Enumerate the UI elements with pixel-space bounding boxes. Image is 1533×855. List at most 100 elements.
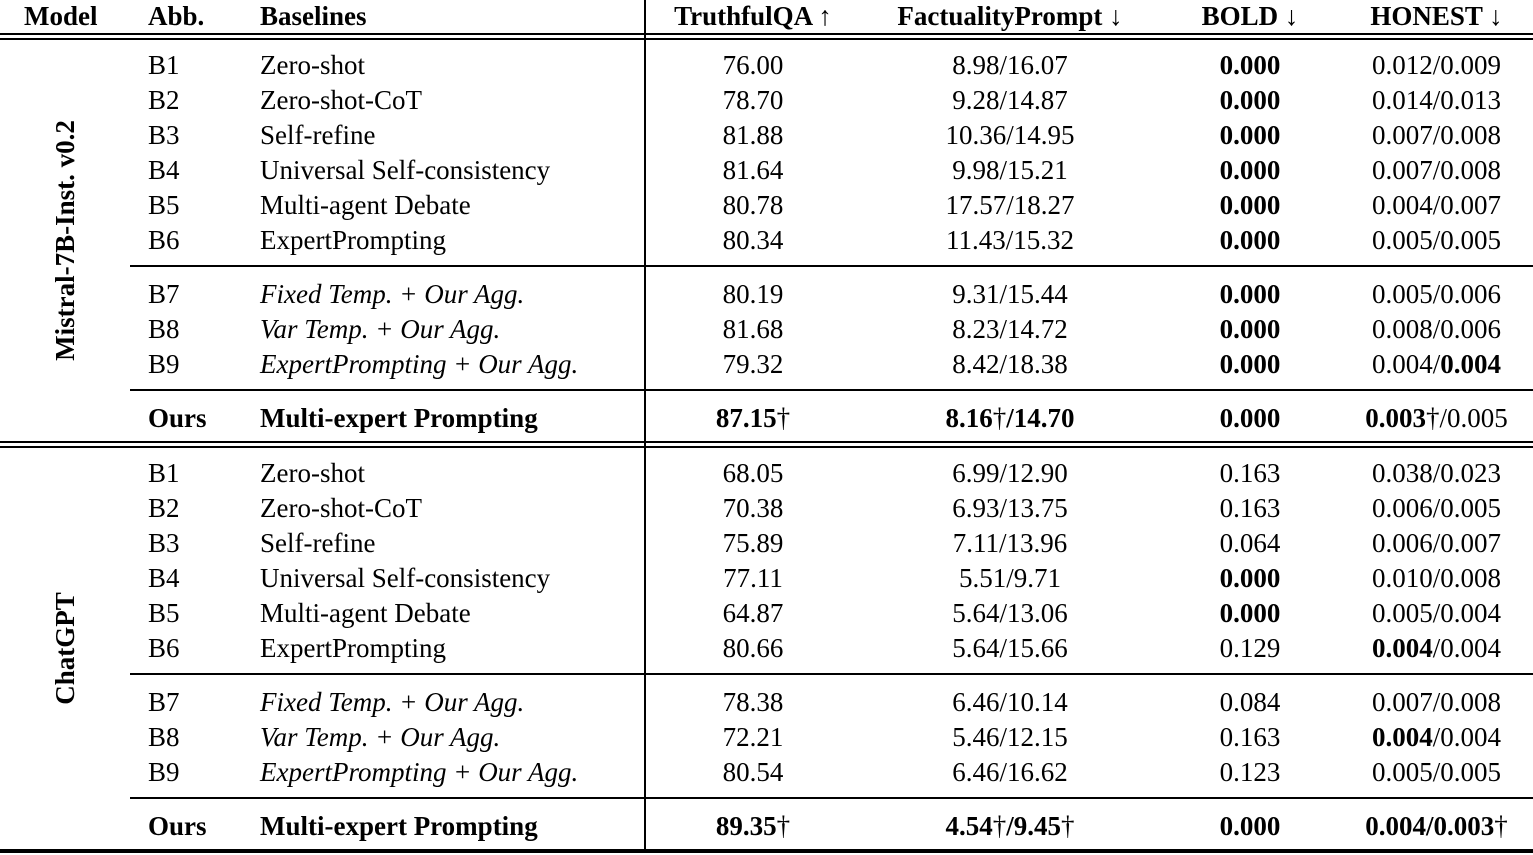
rule-segment [0,33,645,40]
factualityprompt-cell: 9.31/15.44 [860,265,1160,312]
value: 8.23/14.72 [952,314,1068,344]
honest-cell: 0.007/0.008 [1340,153,1533,188]
bold-cell: 0.000 [1160,347,1340,382]
table-row: B3 Self-refine 81.88 10.36/14.95 0.000 0.007/… [0,118,1533,153]
factualityprompt-cell: 5.51/9.71 [860,561,1160,596]
value-bold: 89.35 [715,811,777,841]
honest-cell: 0.006/0.005 [1340,491,1533,526]
value: 64.87 [722,598,784,628]
honest-cell: 0.038/0.023 [1340,447,1533,491]
spacer-segment [130,258,645,266]
bold-cell: 0.000 [1160,118,1340,153]
value: 79.32 [722,349,784,379]
section-double-rule [0,441,1533,448]
baseline-name-cell: Multi-expert Prompting [250,389,645,442]
row-spacer [0,258,1533,266]
value: 0.007/0.008 [1371,120,1501,150]
col-header-honest: HONEST ↓ [1370,1,1503,31]
bold-cell: 0.163 [1160,720,1340,755]
value: 80.54 [722,757,784,787]
value: 17.57/18.27 [945,190,1075,220]
value-bold: 0.000 [1219,85,1281,115]
abbreviation-cell: B5 [148,190,180,220]
value: 6.46/10.14 [952,687,1068,717]
bold-cell: 0.064 [1160,526,1340,561]
baseline-name-cell: Self-refine [260,528,376,558]
value: 72.21 [722,722,784,752]
honest-cell: 0.004/0.003† [1340,797,1533,851]
abbreviation-cell: B6 [148,633,180,663]
table-row: B4 Universal Self-consistency 77.11 5.51/9.… [0,561,1533,596]
value: 0.004/0.007 [1371,190,1501,220]
value-bold: 0.000 [1219,155,1281,185]
truthfulqa-cell: 78.38 [644,673,860,720]
baseline-name-cell: Fixed Temp. + Our Agg. [250,673,645,720]
value: 0.084 [1219,687,1281,717]
factualityprompt-cell: 4.54†/9.45† [860,797,1160,851]
value: 5.64/13.06 [952,598,1068,628]
value: 8.42/18.38 [952,349,1068,379]
value: 11.43/15.32 [946,225,1074,255]
value-bold: 0.000 [1219,403,1281,433]
honest-cell: 0.007/0.008 [1340,118,1533,153]
table-row: B4 Universal Self-consistency 81.64 9.98/15… [0,153,1533,188]
value: 0.005/0.005 [1371,757,1501,787]
bold-cell: 0.084 [1160,673,1340,720]
value: 68.05 [722,458,784,488]
value: 0.064 [1219,528,1281,558]
value: 0.006/0.007 [1371,528,1501,558]
value: 78.38 [722,687,784,717]
spacer-segment [644,666,1533,674]
truthfulqa-cell: 70.38 [644,491,860,526]
factualityprompt-cell: 5.64/15.66 [860,631,1160,666]
value: 0.012/0.009 [1371,50,1501,80]
spacer-segment [130,790,645,798]
value: 81.64 [722,155,784,185]
value: 78.70 [722,85,784,115]
honest-cell: 0.008/0.006 [1340,312,1533,347]
abbreviation-cell: Ours [130,389,250,442]
value-bold: 0.000 [1219,120,1281,150]
value-bold: 0.000 [1219,349,1281,379]
honest-cell: 0.005/0.006 [1340,265,1533,312]
factualityprompt-cell: 8.16†/14.70 [860,389,1160,442]
honest-cell: 0.010/0.008 [1340,561,1533,596]
spacer-segment [644,258,1533,266]
value-bold: 0.000 [1219,598,1281,628]
value: 0.007/0.008 [1371,687,1501,717]
honest-cell: 0.007/0.008 [1340,673,1533,720]
baseline-name-cell: Universal Self-consistency [260,563,551,593]
value-bold: 0.000 [1219,314,1281,344]
table-row: B7 Fixed Temp. + Our Agg. 78.38 6.46/10.14 0… [0,673,1533,720]
value-bold: 0.000 [1219,190,1281,220]
factualityprompt-cell: 8.42/18.38 [860,347,1160,382]
bold-cell: 0.000 [1160,265,1340,312]
value: /0.005 [1439,403,1508,433]
honest-cell: 0.005/0.004 [1340,596,1533,631]
value-bold: 87.15 [715,403,777,433]
truthfulqa-cell: 77.11 [644,561,860,596]
rule-segment [644,441,1533,448]
bold-cell: 0.000 [1160,312,1340,347]
value: 0.010/0.008 [1371,563,1501,593]
abbreviation-cell: B8 [148,314,180,344]
value: 0.163 [1219,493,1281,523]
bold-cell: 0.000 [1160,188,1340,223]
value: 0.004/ [1371,349,1441,379]
abbreviation-cell: B6 [148,225,180,255]
factualityprompt-cell: 7.11/13.96 [860,526,1160,561]
value: 9.31/15.44 [952,279,1068,309]
value: 10.36/14.95 [945,120,1075,150]
table-row: B6 ExpertPrompting 80.34 11.43/15.32 0.000 0.… [0,223,1533,258]
baseline-name-cell: Universal Self-consistency [260,155,551,185]
honest-cell: 0.004/0.004 [1340,347,1533,382]
row-spacer [0,382,1533,390]
factualityprompt-cell: 5.46/12.15 [860,720,1160,755]
truthfulqa-cell: 81.88 [644,118,860,153]
spacer-segment [644,382,1533,390]
value: 76.00 [722,50,784,80]
value: /0.004 [1432,633,1501,663]
value: 0.008/0.006 [1371,314,1501,344]
value: 77.11 [723,563,783,593]
value: 8.98/16.07 [952,50,1068,80]
